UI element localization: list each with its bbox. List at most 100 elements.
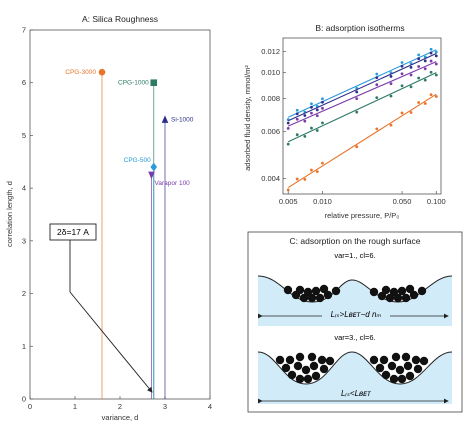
data-point bbox=[150, 162, 158, 172]
isotherm-point bbox=[429, 59, 433, 63]
isotherm-point bbox=[375, 83, 379, 87]
isotherm-line bbox=[287, 93, 437, 189]
molecule bbox=[303, 287, 313, 297]
isotherm-point bbox=[375, 72, 379, 76]
isotherm-point bbox=[321, 161, 324, 165]
isotherm-point bbox=[429, 47, 433, 51]
data-point bbox=[150, 79, 158, 87]
panel-a-ticks: 0 1 2 3 4 0 1 2 3 4 5 6 7 bbox=[22, 26, 212, 412]
panel-b-ytick-label: 0.008 bbox=[261, 94, 280, 103]
isotherm-point bbox=[295, 112, 299, 116]
molecule bbox=[381, 370, 391, 380]
isotherm-point bbox=[400, 64, 404, 68]
isotherm-point bbox=[417, 53, 421, 57]
molecule bbox=[307, 293, 317, 303]
isotherm-point bbox=[295, 117, 299, 121]
molecule bbox=[287, 370, 297, 380]
case2-relation: Lᵣₛ<Lʙᴇᴛ bbox=[341, 389, 372, 398]
isotherm-point bbox=[321, 100, 324, 104]
isotherm-line bbox=[287, 72, 437, 143]
isotherm-point bbox=[375, 76, 379, 80]
molecule bbox=[379, 355, 389, 365]
panel-c: C: adsorption on the rough surface var=1… bbox=[247, 231, 463, 413]
isotherm-point bbox=[295, 177, 299, 181]
panel-a: A: Silica Roughness 0 1 2 3 4 0 1 2 3 4 5 6 7 CPG-30… bbox=[5, 14, 212, 422]
panel-a-xtick-label: 0 bbox=[28, 402, 32, 411]
isotherm-point bbox=[321, 121, 324, 125]
isotherm-point bbox=[355, 145, 359, 149]
isotherm-point bbox=[417, 57, 421, 61]
isotherm-point bbox=[310, 126, 313, 130]
panel-b-ylabel: adsorbed fluid density, mmol/m² bbox=[243, 65, 252, 171]
molecule bbox=[309, 361, 319, 371]
point-label: CPG-500 bbox=[124, 157, 151, 164]
panel-b-ytick-label: 0.006 bbox=[261, 127, 280, 136]
molecule bbox=[293, 361, 303, 371]
panel-b-xtick-label: 0.010 bbox=[313, 197, 332, 206]
molecule bbox=[281, 363, 291, 373]
panel-b-series bbox=[286, 47, 438, 192]
case1-pore-region bbox=[258, 276, 452, 326]
molecule bbox=[395, 365, 405, 375]
molecule bbox=[411, 355, 421, 365]
molecule bbox=[405, 371, 415, 381]
panel-b-xlabel: relative pressure, P/P₀ bbox=[325, 211, 400, 220]
isotherm-point bbox=[375, 96, 379, 99]
case1-relation: Lᵣₛ>Lʙᴇᴛ−d nₘ bbox=[331, 310, 382, 319]
panel-a-xtick-label: 4 bbox=[208, 402, 212, 411]
case2-adsorbed-molecules bbox=[275, 352, 429, 384]
molecule bbox=[283, 285, 293, 295]
isotherm-point bbox=[434, 95, 438, 98]
panel-c-title: C: adsorption on the rough surface bbox=[290, 236, 421, 246]
isotherm-line bbox=[287, 61, 437, 127]
isotherm-point bbox=[417, 65, 421, 68]
isotherm-point bbox=[303, 134, 307, 138]
molecule bbox=[301, 365, 311, 375]
case1-adsorbed-molecules bbox=[283, 284, 427, 303]
molecule bbox=[319, 364, 329, 374]
case1-label: var=1., cl=6. bbox=[334, 251, 375, 260]
panel-b: B: adsorption isotherms 0.005 0.010 0.050 0… bbox=[243, 23, 446, 220]
molecule bbox=[413, 364, 423, 374]
isotherm-point bbox=[286, 121, 290, 125]
molecule bbox=[295, 352, 305, 362]
case2-relation-bg bbox=[334, 387, 378, 398]
panel-b-xtick-label: 0.005 bbox=[279, 197, 298, 206]
molecule bbox=[381, 285, 391, 295]
isotherm-point bbox=[310, 168, 313, 172]
isotherm-point bbox=[310, 105, 313, 109]
isotherm-point bbox=[303, 119, 307, 123]
molecule bbox=[275, 355, 285, 365]
data-point bbox=[98, 68, 106, 76]
molecule bbox=[401, 293, 411, 303]
isotherm-point bbox=[434, 62, 438, 66]
molecule bbox=[393, 293, 403, 303]
isotherm-point bbox=[429, 93, 433, 97]
isotherm-line bbox=[287, 53, 437, 122]
point-label: CPG-1000 bbox=[118, 80, 149, 87]
isotherm-point bbox=[409, 73, 413, 77]
panel-a-points: CPG-3000 CPG-1000 Si-1000 CPG-500 Varapor 10… bbox=[65, 68, 194, 399]
molecule bbox=[409, 290, 419, 300]
isotherm-point bbox=[355, 110, 359, 114]
isotherm-point bbox=[400, 61, 404, 64]
molecule bbox=[315, 293, 325, 303]
panel-a-title: A: Silica Roughness bbox=[82, 14, 158, 24]
panel-b-xtick-label: 0.050 bbox=[393, 197, 412, 206]
molecule bbox=[323, 290, 333, 300]
molecule bbox=[389, 287, 399, 297]
isotherm-point bbox=[321, 97, 324, 101]
isotherm-point bbox=[286, 142, 290, 146]
molecule bbox=[295, 285, 305, 295]
isotherm-point bbox=[409, 65, 413, 69]
molecule bbox=[369, 355, 379, 365]
annotation-box bbox=[49, 223, 97, 241]
panel-a-ytick-label: 2 bbox=[22, 289, 26, 298]
isotherm-point bbox=[315, 129, 319, 132]
point-label: Varapor 100 bbox=[155, 180, 191, 187]
molecule bbox=[387, 361, 397, 371]
panel-a-ytick-label: 5 bbox=[22, 131, 26, 140]
panel-a-ylabel: correlation length, d bbox=[5, 181, 14, 247]
isotherm-point bbox=[295, 108, 299, 112]
isotherm-point bbox=[286, 188, 290, 192]
